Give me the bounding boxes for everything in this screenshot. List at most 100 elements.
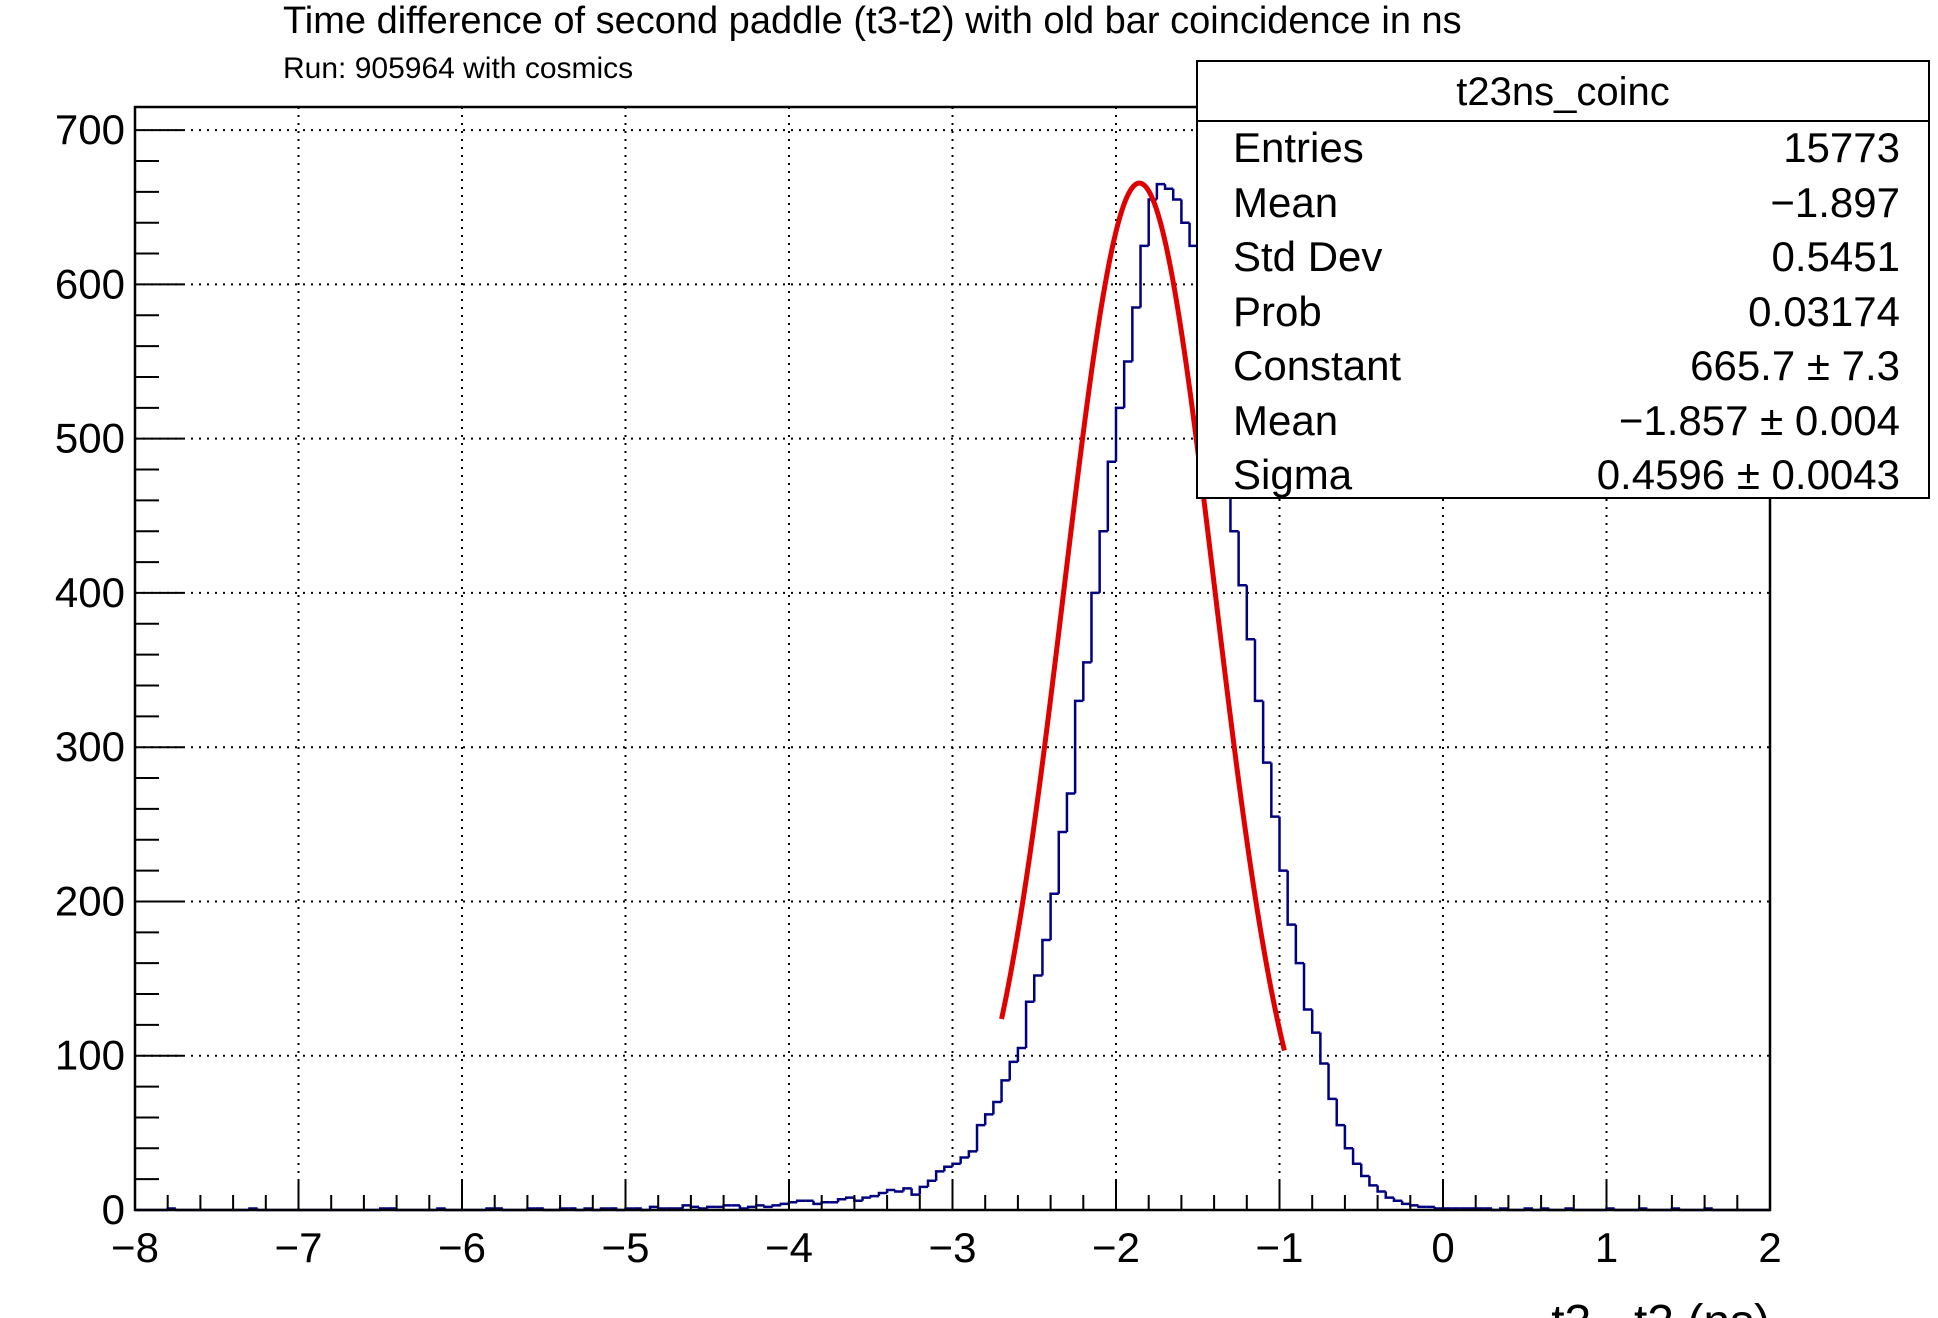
histogram-bin [1163,184,1174,191]
histogram-bin [934,1170,945,1181]
histogram-bin [902,1187,912,1192]
histogram-bin [959,1156,969,1164]
histogram-bin [1261,700,1272,764]
histogram-bin [1041,938,1051,976]
histogram-bin [1122,360,1133,408]
x-tick-label: −8 [111,1224,159,1271]
histogram-bin [885,1188,896,1194]
histogram-bin [681,1204,691,1209]
y-tick-label: 500 [55,415,125,462]
histogram-bin [1090,591,1100,663]
fit-curve [999,180,1287,1052]
histogram-bin [763,1205,773,1209]
gaussian-fit-curve [999,180,1287,1052]
histogram-bin [1351,1148,1362,1165]
histogram-bin [1033,974,1043,1002]
x-tick-label: −7 [275,1224,323,1271]
histogram-bin [1188,222,1198,248]
histogram-bin [1171,188,1182,201]
histogram-bin [1155,182,1166,200]
histogram-bin [1098,529,1108,593]
histogram-bin [1335,1098,1345,1127]
stats-row-sigma: Sigma 0.4596 ± 0.0043 [1198,449,1928,504]
stats-row-constant: Constant 665.7 ± 7.3 [1198,340,1928,395]
x-tick-label: −1 [1256,1224,1304,1271]
y-tick-label: 0 [102,1186,125,1233]
histogram-bin [689,1205,700,1209]
histogram-bin [1384,1191,1394,1199]
histogram-bin [1302,963,1313,1011]
histogram-bin [1049,892,1059,941]
histogram-bin [869,1194,879,1198]
histogram-bin [1278,816,1288,872]
stats-row-mean: Mean −1.897 [1198,177,1928,232]
histogram-bin [1073,699,1084,794]
histogram-bin [771,1204,781,1207]
histogram-bin [1139,244,1149,308]
stats-value: 0.03174 [1748,287,1900,335]
histogram-bin [1016,1046,1027,1062]
stats-value: 665.7 ± 7.3 [1690,342,1900,389]
histogram-bin [1253,639,1264,703]
stats-value: −1.857 ± 0.004 [1618,396,1900,444]
stats-key: Sigma [1233,451,1353,498]
x-tick-label: −3 [929,1224,977,1271]
grid-lines [135,107,1770,1210]
x-tick-label: 1 [1595,1224,1618,1271]
y-tick-label: 200 [55,877,125,924]
histogram-bin [1106,460,1116,532]
histogram-bin [975,1123,986,1152]
stats-key: Constant [1233,342,1402,389]
y-tick-label: 600 [55,260,125,307]
stats-box-title: t23ns_coinc [1198,62,1928,122]
stats-value: 0.5451 [1771,233,1900,280]
histogram-bin [943,1165,953,1172]
histogram-bin [1065,792,1076,833]
histogram-bin [1417,1205,1427,1209]
histogram-bin [861,1196,871,1201]
y-tick-label: 400 [55,569,125,616]
histogram-bin [1400,1200,1411,1206]
histogram-bin [722,1204,732,1207]
histogram-bin [1294,924,1305,965]
histogram-bin [1180,199,1190,224]
stats-row-std-dev: Std Dev 0.5451 [1198,231,1928,286]
histogram-bin [1000,1079,1010,1103]
chart-subtitle: Run: 905964 with cosmics [283,52,634,85]
histogram-bin [910,1188,920,1196]
tick-labels: −8 −7 −6 −5 −4 −3 −2 −1 0 1 2 0 100 200 300 400 500 600 70… [55,106,1782,1318]
stats-key: Mean [1233,178,1339,226]
histogram-bin [746,1205,757,1209]
x-tick-label: 2 [1758,1224,1781,1271]
histogram-bin [1131,306,1141,362]
x-tick-label: −6 [438,1224,486,1271]
histogram-bin [844,1196,855,1200]
histogram-bin [1082,661,1092,701]
histogram-bin [779,1202,789,1206]
y-tick-label: 300 [55,723,125,770]
stats-key: Entries [1233,124,1364,171]
histogram-bin [795,1199,806,1203]
stats-value: 0.4596 ± 0.0043 [1596,451,1900,498]
histogram-bin [1409,1203,1419,1207]
histogram-bin [1024,1000,1035,1049]
histogram-bin [1327,1063,1337,1101]
histogram-bin [1433,1206,1443,1210]
histogram-bin [1286,870,1296,926]
histogram-bin [918,1185,928,1195]
histogram-bin [1343,1125,1354,1150]
histogram-bin [926,1179,937,1187]
x-tick-label: 0 [1431,1224,1454,1271]
histogram-bin [1114,406,1125,462]
histogram-bin [697,1206,708,1210]
stats-key: Mean [1233,396,1339,444]
histogram-bin [1310,1009,1321,1034]
stats-key: Prob [1233,287,1322,335]
x-tick-label: −5 [602,1224,650,1271]
histogram-bin [1392,1197,1403,1202]
histogram-bin [992,1100,1002,1115]
histogram-bin [1376,1185,1386,1193]
stats-row-fit-mean: Mean −1.857 ± 0.004 [1198,395,1928,450]
stats-value: −1.897 [1770,178,1900,226]
histogram-bin [787,1201,798,1204]
